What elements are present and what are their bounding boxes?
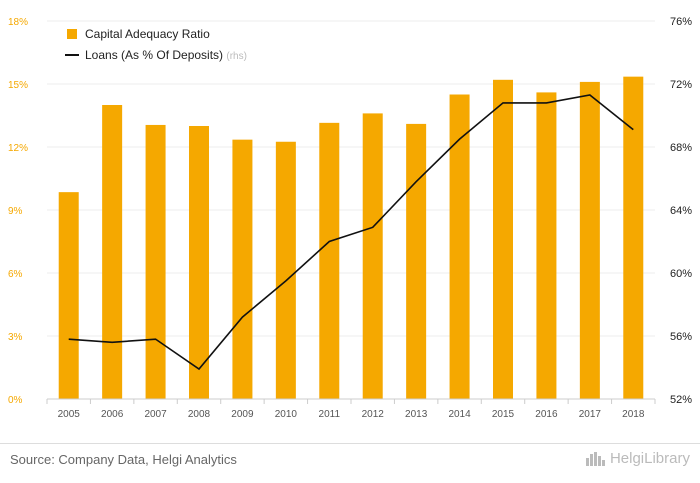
- legend-label-line: Loans (As % Of Deposits) (rhs): [85, 48, 247, 62]
- right-tick-label: 68%: [670, 142, 692, 154]
- brand-text: HelgiLibrary: [609, 450, 690, 467]
- line-series: [68, 94, 634, 371]
- bar: [406, 123, 427, 400]
- x-tick-label: 2011: [319, 409, 341, 420]
- source-text: Source: Company Data, Helgi Analytics: [10, 452, 237, 467]
- x-tick-label: 2013: [405, 409, 428, 420]
- right-tick-label: 72%: [670, 79, 692, 91]
- bar: [232, 139, 253, 399]
- legend-label-bar: Capital Adequacy Ratio: [85, 27, 210, 41]
- right-tick-label: 52%: [670, 394, 692, 406]
- x-tick-label: 2010: [275, 409, 298, 420]
- bar: [319, 122, 340, 399]
- left-tick-label: 3%: [8, 332, 23, 343]
- x-tick-label: 2005: [58, 409, 81, 420]
- bar: [275, 141, 296, 399]
- right-tick-label: 56%: [670, 331, 692, 343]
- left-tick-label: 12%: [8, 143, 28, 154]
- left-tick-label: 0%: [8, 395, 23, 406]
- bar: [493, 79, 513, 400]
- bar: [189, 126, 209, 399]
- right-tick-label: 64%: [670, 205, 692, 217]
- bar: [58, 192, 79, 399]
- bar: [102, 105, 123, 399]
- bar: [623, 76, 644, 400]
- x-tick-label: 2007: [144, 409, 167, 420]
- left-tick-label: 6%: [8, 269, 23, 280]
- footer: Source: Company Data, Helgi Analytics He…: [0, 443, 700, 483]
- legend-note: (rhs): [226, 51, 247, 62]
- x-tick-label: 2008: [188, 409, 211, 420]
- x-tick-label: 2018: [622, 409, 645, 420]
- x-tick-label: 2014: [448, 409, 471, 420]
- bar: [145, 124, 166, 399]
- library-icon: [585, 451, 606, 466]
- bar: [536, 92, 557, 400]
- x-tick-label: 2017: [579, 409, 602, 420]
- left-tick-label: 9%: [8, 206, 23, 217]
- x-tick-label: 2016: [535, 409, 558, 420]
- bar: [579, 81, 600, 400]
- x-tick-label: 2009: [231, 409, 254, 420]
- bar: [449, 94, 470, 399]
- brand-logo[interactable]: HelgiLibrary: [585, 450, 690, 467]
- right-tick-label: 76%: [670, 16, 692, 28]
- chart: 0% 3% 6% 9% 12% 15% 18% 52% 56% 60% 64% 68% 72% 76% 20…: [8, 16, 692, 420]
- legend-swatch-bar: [67, 29, 77, 39]
- left-tick-label: 18%: [8, 17, 28, 28]
- right-tick-label: 60%: [670, 268, 692, 280]
- left-tick-label: 15%: [8, 80, 28, 91]
- bar: [362, 113, 383, 400]
- x-tick-label: 2006: [101, 409, 124, 420]
- x-tick-label: 2012: [362, 409, 385, 420]
- x-tick-label: 2015: [492, 409, 515, 420]
